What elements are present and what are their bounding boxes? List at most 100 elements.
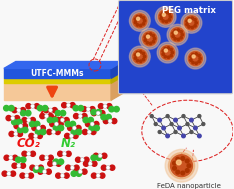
Circle shape <box>30 151 35 156</box>
Circle shape <box>27 152 31 156</box>
Circle shape <box>19 124 23 128</box>
Circle shape <box>166 134 169 138</box>
Circle shape <box>96 111 100 115</box>
Circle shape <box>190 56 192 58</box>
Circle shape <box>15 157 21 163</box>
Circle shape <box>91 129 96 135</box>
Circle shape <box>11 119 17 125</box>
Circle shape <box>192 53 194 56</box>
Circle shape <box>186 20 188 22</box>
Circle shape <box>199 57 201 60</box>
Circle shape <box>64 173 69 178</box>
Polygon shape <box>4 62 123 68</box>
Circle shape <box>70 121 76 127</box>
Circle shape <box>18 127 23 133</box>
Circle shape <box>30 165 35 170</box>
Circle shape <box>70 103 75 108</box>
Circle shape <box>84 161 89 166</box>
Circle shape <box>178 126 181 130</box>
Circle shape <box>73 105 79 111</box>
Circle shape <box>137 53 140 56</box>
Circle shape <box>167 47 170 49</box>
Circle shape <box>101 114 106 120</box>
Circle shape <box>58 122 63 127</box>
Circle shape <box>165 11 168 13</box>
Text: CO₂: CO₂ <box>40 108 65 121</box>
Circle shape <box>142 17 145 19</box>
Circle shape <box>152 41 154 43</box>
Circle shape <box>176 160 181 165</box>
Circle shape <box>94 125 99 131</box>
Circle shape <box>21 157 26 163</box>
Circle shape <box>55 110 61 116</box>
Circle shape <box>188 52 202 66</box>
Circle shape <box>194 25 196 27</box>
Circle shape <box>14 132 18 136</box>
Text: FeDA nanoparticle: FeDA nanoparticle <box>157 183 221 189</box>
Circle shape <box>142 52 145 55</box>
Circle shape <box>181 171 185 175</box>
Circle shape <box>26 104 31 109</box>
Circle shape <box>52 162 57 166</box>
Circle shape <box>139 24 142 27</box>
Circle shape <box>68 125 73 131</box>
Circle shape <box>103 119 109 124</box>
Circle shape <box>4 155 9 160</box>
Circle shape <box>107 104 112 109</box>
Circle shape <box>164 47 166 50</box>
Circle shape <box>133 14 147 28</box>
Circle shape <box>141 30 158 47</box>
Circle shape <box>37 105 43 111</box>
Circle shape <box>65 121 71 127</box>
Circle shape <box>194 126 197 130</box>
Circle shape <box>7 172 11 176</box>
Circle shape <box>139 60 142 62</box>
Circle shape <box>167 56 170 58</box>
Circle shape <box>34 104 39 109</box>
Circle shape <box>177 38 179 41</box>
Circle shape <box>88 117 93 123</box>
Circle shape <box>164 56 166 58</box>
Polygon shape <box>111 76 123 100</box>
Circle shape <box>69 134 73 138</box>
Circle shape <box>38 167 44 172</box>
Circle shape <box>33 134 38 138</box>
Circle shape <box>181 156 185 160</box>
Circle shape <box>86 107 90 111</box>
Circle shape <box>144 39 146 42</box>
Circle shape <box>190 118 193 122</box>
Circle shape <box>96 155 101 160</box>
Circle shape <box>198 60 200 63</box>
Circle shape <box>30 118 35 123</box>
Circle shape <box>191 17 194 19</box>
Circle shape <box>142 58 145 61</box>
Circle shape <box>56 118 61 123</box>
Text: PEG matrix: PEG matrix <box>162 6 216 15</box>
Circle shape <box>73 114 79 119</box>
Circle shape <box>146 33 149 36</box>
Circle shape <box>93 153 99 158</box>
Circle shape <box>4 105 9 111</box>
Circle shape <box>91 109 96 115</box>
Circle shape <box>37 133 42 139</box>
Circle shape <box>181 34 183 36</box>
Circle shape <box>9 156 13 160</box>
Circle shape <box>29 133 34 139</box>
Circle shape <box>192 55 195 58</box>
Circle shape <box>64 118 69 123</box>
Polygon shape <box>4 83 111 100</box>
Circle shape <box>51 130 56 134</box>
Circle shape <box>139 51 142 53</box>
Circle shape <box>9 131 14 136</box>
Circle shape <box>73 133 78 139</box>
Circle shape <box>72 126 77 130</box>
Circle shape <box>144 36 146 38</box>
Circle shape <box>32 125 37 131</box>
Circle shape <box>44 114 49 118</box>
Circle shape <box>22 151 27 156</box>
Circle shape <box>174 29 176 32</box>
Text: N₂: N₂ <box>61 137 76 150</box>
Circle shape <box>162 13 165 16</box>
Circle shape <box>12 155 18 160</box>
Circle shape <box>172 32 174 34</box>
